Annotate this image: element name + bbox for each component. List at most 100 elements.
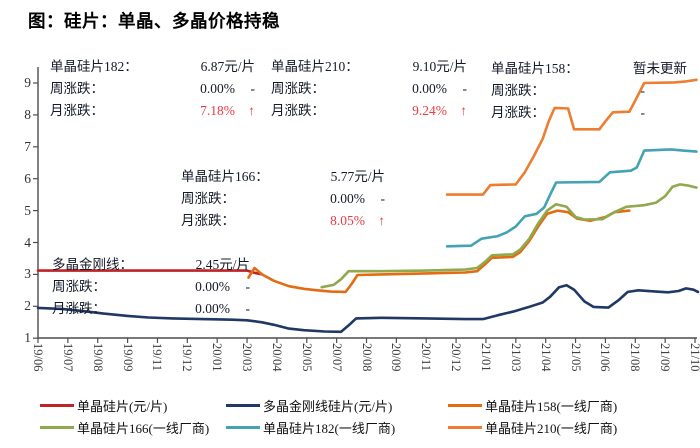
x-tick-label: 19/07: [60, 343, 75, 372]
week-change-value: 0.00%: [200, 81, 235, 96]
x-tick-label: 20/09: [389, 343, 404, 372]
line-swatch-navy: [226, 404, 260, 407]
legend: 单晶硅片(元/片) 多晶金刚线硅片(元/片) 单晶硅片158(一线厂商) 单晶硅…: [40, 396, 695, 437]
chart-title: 图：硅片：单晶、多晶价格持稳: [28, 11, 280, 31]
legend-item-182: 单晶硅片182(一线厂商): [226, 418, 448, 437]
annotation-week-row: 周涨跌： -: [491, 80, 687, 102]
price-annotation-182: 单晶硅片182： 6.87元/片 周涨跌： 0.00% - 月涨跌： 7.18%…: [50, 56, 255, 122]
up-arrow-icon: ↑: [378, 213, 385, 228]
annotation-title-row: 单晶硅片158： 暂未更新: [491, 58, 687, 80]
month-change-value: 7.18%: [200, 103, 235, 118]
series-line-单晶硅片158(一线厂商): [247, 209, 631, 294]
x-tick-label: 21/04: [538, 343, 553, 372]
week-change-label: 周涨跌：: [271, 81, 325, 96]
x-tick-label: 20/05: [299, 343, 314, 372]
line-swatch-teal: [226, 426, 260, 429]
up-arrow-icon: ↑: [460, 103, 467, 118]
current-price-value: 2.45元/片: [195, 257, 250, 272]
x-tick-label: 21/01: [478, 343, 493, 372]
month-change-flag: -: [245, 301, 251, 316]
y-tick-label: 1: [24, 330, 31, 346]
line-swatch-orange-light: [448, 426, 482, 429]
y-tick-label: 4: [24, 234, 31, 250]
legend-item-210: 单晶硅片210(一线厂商): [448, 418, 695, 437]
y-tick-label: 5: [24, 202, 31, 218]
x-tick-label: 20/03: [240, 343, 255, 372]
annotation-month-row: 月涨跌： -: [491, 102, 687, 124]
week-change-flag: -: [640, 83, 646, 98]
month-change-label: 月涨跌：: [271, 103, 325, 118]
x-tick-label: 19/06: [31, 343, 45, 372]
legend-row: 单晶硅片166(一线厂商) 单晶硅片182(一线厂商) 单晶硅片210(一线厂商…: [40, 418, 695, 437]
x-tick-label: 21/09: [658, 343, 673, 372]
annotation-week-row: 周涨跌： 0.00% -: [271, 78, 467, 100]
annotation-month-row: 月涨跌： 0.00% -: [52, 298, 250, 320]
annotation-title-row: 单晶硅片182： 6.87元/片: [50, 56, 255, 78]
series-name-label: 单晶硅片158：: [491, 61, 579, 76]
plot-svg: [33, 67, 700, 343]
price-annotation-210: 单晶硅片210： 9.10元/片 周涨跌： 0.00% - 月涨跌： 9.24%…: [271, 56, 467, 122]
series-line-单晶硅片182(一线厂商): [445, 148, 698, 248]
x-tick-label: 20/12: [449, 343, 464, 372]
month-change-value: 8.05%: [330, 213, 365, 228]
current-price-value: 9.10元/片: [412, 59, 467, 74]
line-swatch-green: [40, 426, 74, 429]
annotation-title-row: 单晶硅片166： 5.77元/片: [181, 166, 385, 188]
x-tick-label: 20/11: [419, 343, 434, 372]
month-change-label: 月涨跌：: [491, 105, 545, 120]
series-line-单晶硅片(元/片): [36, 269, 264, 276]
x-tick-label: 19/12: [180, 343, 195, 372]
x-tick-label: 21/10: [688, 343, 700, 372]
legend-item-158: 单晶硅片158(一线厂商): [448, 396, 695, 415]
price-annotation-poly: 多晶金刚线： 2.45元/片 周涨跌： 0.00% - 月涨跌： 0.00% -: [52, 254, 250, 320]
legend-item-mono-wafer: 单晶硅片(元/片): [40, 396, 226, 415]
current-price-value: 5.77元/片: [330, 169, 385, 184]
series-line-多晶金刚线硅片(元/片): [36, 283, 700, 334]
month-change-label: 月涨跌：: [181, 213, 235, 228]
legend-label: 单晶硅片210(一线厂商): [485, 421, 618, 436]
x-tick-label: 20/08: [359, 343, 374, 372]
x-tick-label: 20/04: [269, 343, 284, 372]
x-tick-label: 20/07: [329, 343, 344, 372]
y-tick-label: 6: [24, 170, 31, 186]
legend-label: 单晶硅片(元/片): [77, 399, 168, 414]
annotation-week-row: 周涨跌： 0.00% -: [181, 188, 385, 210]
y-tick-label: 9: [24, 75, 31, 90]
y-tick-label: 8: [24, 106, 31, 122]
y-tick-label: 2: [24, 298, 31, 314]
current-price-value: 6.87元/片: [200, 59, 255, 74]
legend-label: 单晶硅片182(一线厂商): [263, 421, 396, 436]
series-name-label: 单晶硅片166：: [181, 169, 269, 184]
current-price-value: 暂未更新: [633, 61, 687, 76]
month-change-label: 月涨跌：: [52, 301, 106, 316]
y-tick-label: 3: [24, 266, 31, 282]
month-change-value: 9.24%: [412, 103, 447, 118]
annotation-title-row: 单晶硅片210： 9.10元/片: [271, 56, 467, 78]
series-name-label: 单晶硅片210：: [271, 59, 359, 74]
week-change-label: 周涨跌：: [50, 81, 104, 96]
week-change-flag: -: [250, 81, 256, 96]
annotation-month-row: 月涨跌： 7.18% ↑: [50, 100, 255, 122]
week-change-flag: -: [462, 81, 468, 96]
x-tick-label: 19/09: [120, 343, 135, 372]
week-change-label: 周涨跌：: [52, 279, 106, 294]
legend-item-166: 单晶硅片166(一线厂商): [40, 418, 226, 437]
annotation-week-row: 周涨跌： 0.00% -: [50, 78, 255, 100]
month-change-label: 月涨跌：: [50, 103, 104, 118]
series-name-label: 单晶硅片182：: [50, 59, 138, 74]
price-annotation-158: 单晶硅片158： 暂未更新 周涨跌： - 月涨跌： -: [491, 58, 687, 124]
legend-item-poly-wafer: 多晶金刚线硅片(元/片): [226, 396, 448, 415]
up-arrow-icon: ↑: [248, 103, 255, 118]
price-annotation-166: 单晶硅片166： 5.77元/片 周涨跌： 0.00% - 月涨跌： 8.05%…: [181, 166, 385, 232]
week-change-flag: -: [380, 191, 386, 206]
x-tick-label: 19/11: [150, 343, 165, 372]
x-tick-label: 19/08: [90, 343, 105, 372]
x-tick-label: 21/06: [598, 343, 613, 372]
legend-label: 单晶硅片158(一线厂商): [485, 399, 618, 414]
month-change-flag: -: [640, 105, 646, 120]
annotation-month-row: 月涨跌： 9.24% ↑: [271, 100, 467, 122]
series-name-label: 多晶金刚线：: [52, 257, 133, 272]
line-swatch-orange-dark: [448, 404, 482, 407]
legend-label: 单晶硅片166(一线厂商): [77, 421, 210, 436]
